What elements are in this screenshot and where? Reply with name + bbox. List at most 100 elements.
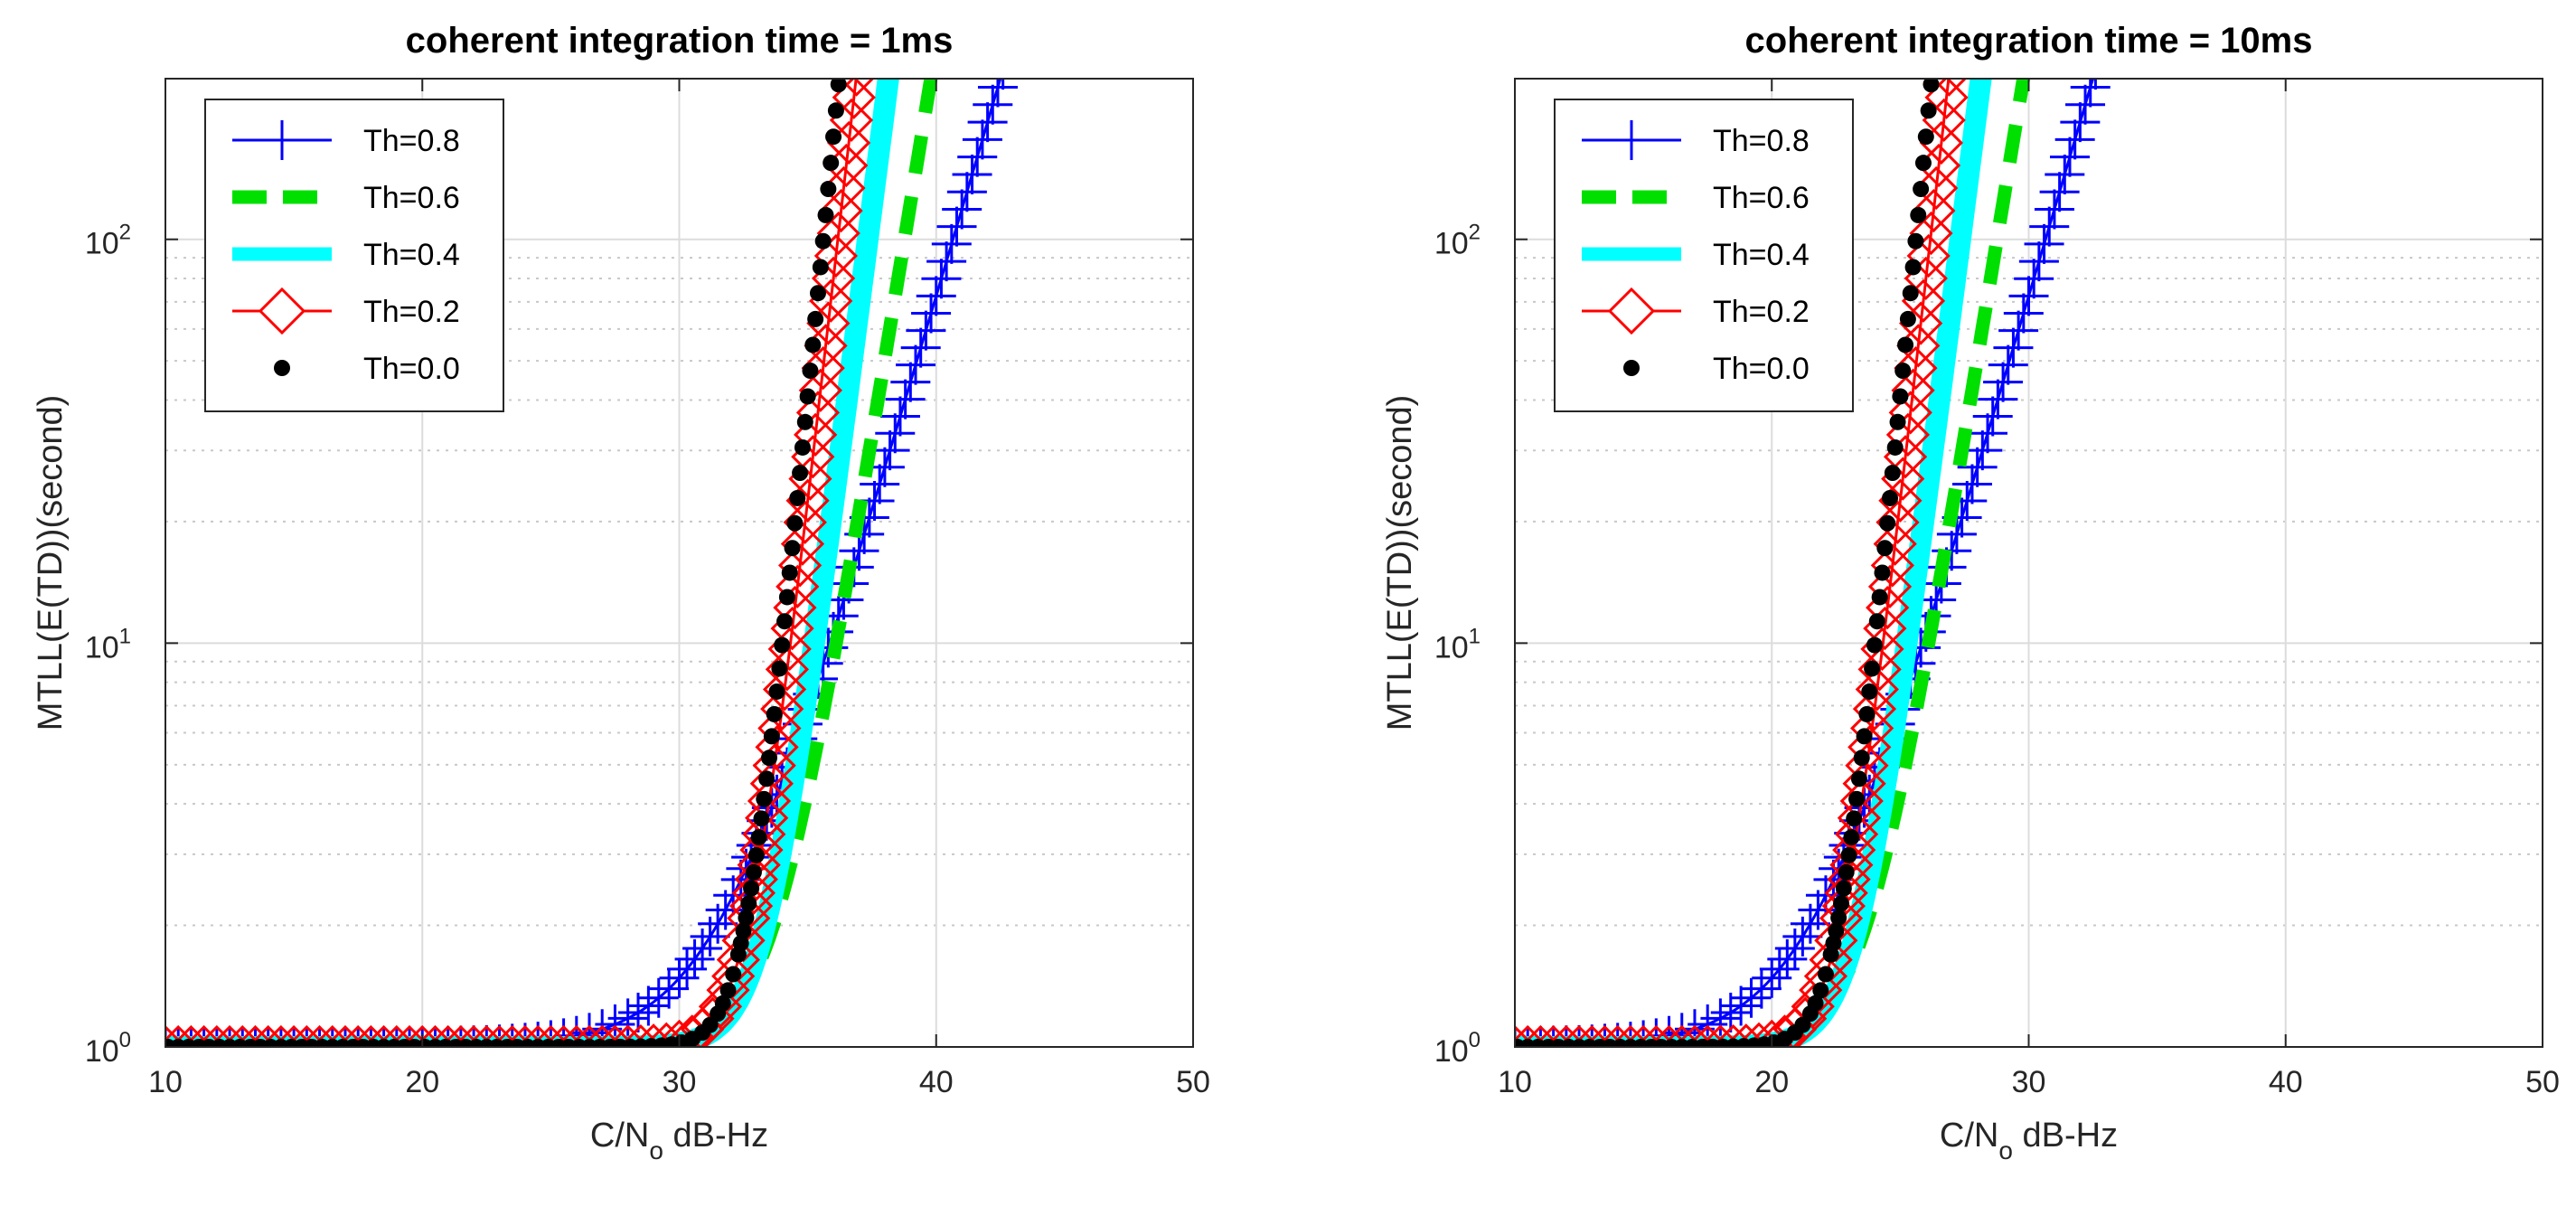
marker-plus	[962, 119, 1002, 160]
marker-diamond	[1783, 996, 1828, 1041]
marker-plus	[1759, 948, 1800, 989]
marker-dot	[743, 880, 760, 897]
marker-dot	[1899, 310, 1916, 327]
marker-dot	[1884, 465, 1901, 482]
chart-title: coherent integration time = 1ms	[406, 21, 954, 61]
x-axis-label: C/No dB-Hz	[1940, 1117, 2118, 1164]
x-tick-label: 50	[2525, 1065, 2560, 1099]
marker-diamond	[1931, 79, 1968, 97]
y-tick-base: 10	[1434, 630, 1469, 665]
marker-plus	[988, 33, 1028, 72]
marker-diamond	[698, 985, 743, 1029]
marker-diamond	[1799, 968, 1843, 1013]
x-tick-label: 10	[1498, 1065, 1532, 1099]
marker-plus	[1968, 413, 2008, 454]
marker-dot	[735, 922, 752, 939]
marker-dot	[796, 413, 813, 430]
marker-diamond	[801, 346, 845, 391]
legend-marker	[262, 120, 302, 160]
marker-plus	[921, 259, 962, 299]
marker-diamond	[780, 522, 825, 566]
marker-dot	[1886, 438, 1904, 456]
legend-label: Th=0.8	[1713, 124, 1810, 158]
marker-plus	[1957, 447, 1998, 487]
marker-plus	[1998, 310, 2039, 351]
marker-plus	[1978, 379, 2018, 419]
legend-item: Th=0.8	[232, 120, 460, 160]
marker-plus	[911, 293, 952, 334]
legend-marker	[1612, 120, 1651, 160]
marker-plus	[1983, 362, 2024, 402]
marker-diamond	[776, 564, 820, 608]
marker-diamond	[706, 968, 750, 1013]
marker-dot	[1853, 749, 1870, 767]
y-tick-label: 101	[1434, 624, 1481, 665]
marker-diamond	[752, 743, 796, 787]
marker-diamond	[1912, 188, 1956, 233]
marker-plus	[936, 206, 977, 247]
marker-diamond	[798, 368, 842, 412]
marker-diamond	[1845, 743, 1889, 787]
marker-plus	[2018, 241, 2059, 282]
marker-dot	[827, 102, 844, 119]
marker-plus	[916, 276, 956, 316]
x-tick-label: 50	[1176, 1065, 1210, 1099]
marker-plus	[2014, 259, 2054, 299]
marker-plus	[890, 362, 931, 402]
marker-dot	[1892, 388, 1909, 405]
marker-dot	[1894, 363, 1912, 380]
x-tick-label: 30	[2012, 1065, 2046, 1099]
marker-dot	[725, 966, 742, 983]
y-tick-base: 10	[1434, 227, 1469, 261]
marker-dot	[804, 336, 822, 353]
marker-dot	[814, 232, 832, 250]
legend-item: Th=0.4	[232, 238, 460, 272]
marker-plus	[1700, 998, 1741, 1039]
marker-dot	[825, 128, 842, 146]
series-Th-0_6	[165, 79, 938, 1047]
series-Th-0_4	[165, 79, 899, 1047]
y-axis-label: MTLL(E(TD))(second)	[1381, 395, 1419, 731]
marker-dot	[812, 259, 829, 276]
x-axis-label-main: C/N	[1940, 1117, 1998, 1155]
marker-diamond	[1891, 368, 1935, 412]
marker-plus	[1767, 938, 1808, 979]
marker-diamond	[1852, 687, 1897, 731]
marker-dot	[1923, 79, 1940, 93]
marker-dot	[1882, 489, 1899, 506]
marker-dot	[768, 683, 785, 700]
marker-plus	[1774, 928, 1815, 968]
marker-dot	[1846, 810, 1863, 827]
x-tick-label: 10	[148, 1065, 183, 1099]
marker-diamond	[1909, 211, 1953, 256]
legend-item: Th=0.8	[1582, 120, 1810, 160]
marker-plus	[900, 327, 941, 368]
marker-plus	[906, 310, 946, 351]
marker-dot	[766, 705, 783, 722]
marker-plus	[2054, 119, 2095, 160]
marker-dot	[802, 363, 819, 380]
marker-dot	[794, 438, 811, 456]
marker-diamond	[1824, 871, 1868, 915]
y-tick-exponent: 0	[1469, 1028, 1481, 1052]
marker-plus	[967, 102, 1008, 143]
series-line	[165, 79, 899, 1047]
marker-dot	[781, 564, 798, 581]
marker-dot	[701, 1016, 719, 1033]
y-tick-exponent: 2	[119, 221, 131, 245]
marker-dot	[1879, 514, 1896, 532]
y-tick-exponent: 1	[1469, 624, 1481, 648]
y-tick-label: 102	[85, 221, 131, 261]
marker-plus	[2024, 223, 2064, 264]
marker-dot	[1794, 1016, 1811, 1033]
marker-diamond	[1870, 543, 1914, 588]
legend-marker	[1623, 360, 1640, 376]
marker-diamond	[1847, 725, 1892, 769]
x-axis-label-unit: dB-Hz	[2013, 1117, 2118, 1155]
marker-dot	[740, 895, 757, 912]
marker-plus	[973, 84, 1013, 125]
x-tick-label: 40	[919, 1065, 954, 1099]
marker-dot	[1913, 181, 1930, 198]
legend-label: Th=0.2	[1713, 295, 1810, 329]
